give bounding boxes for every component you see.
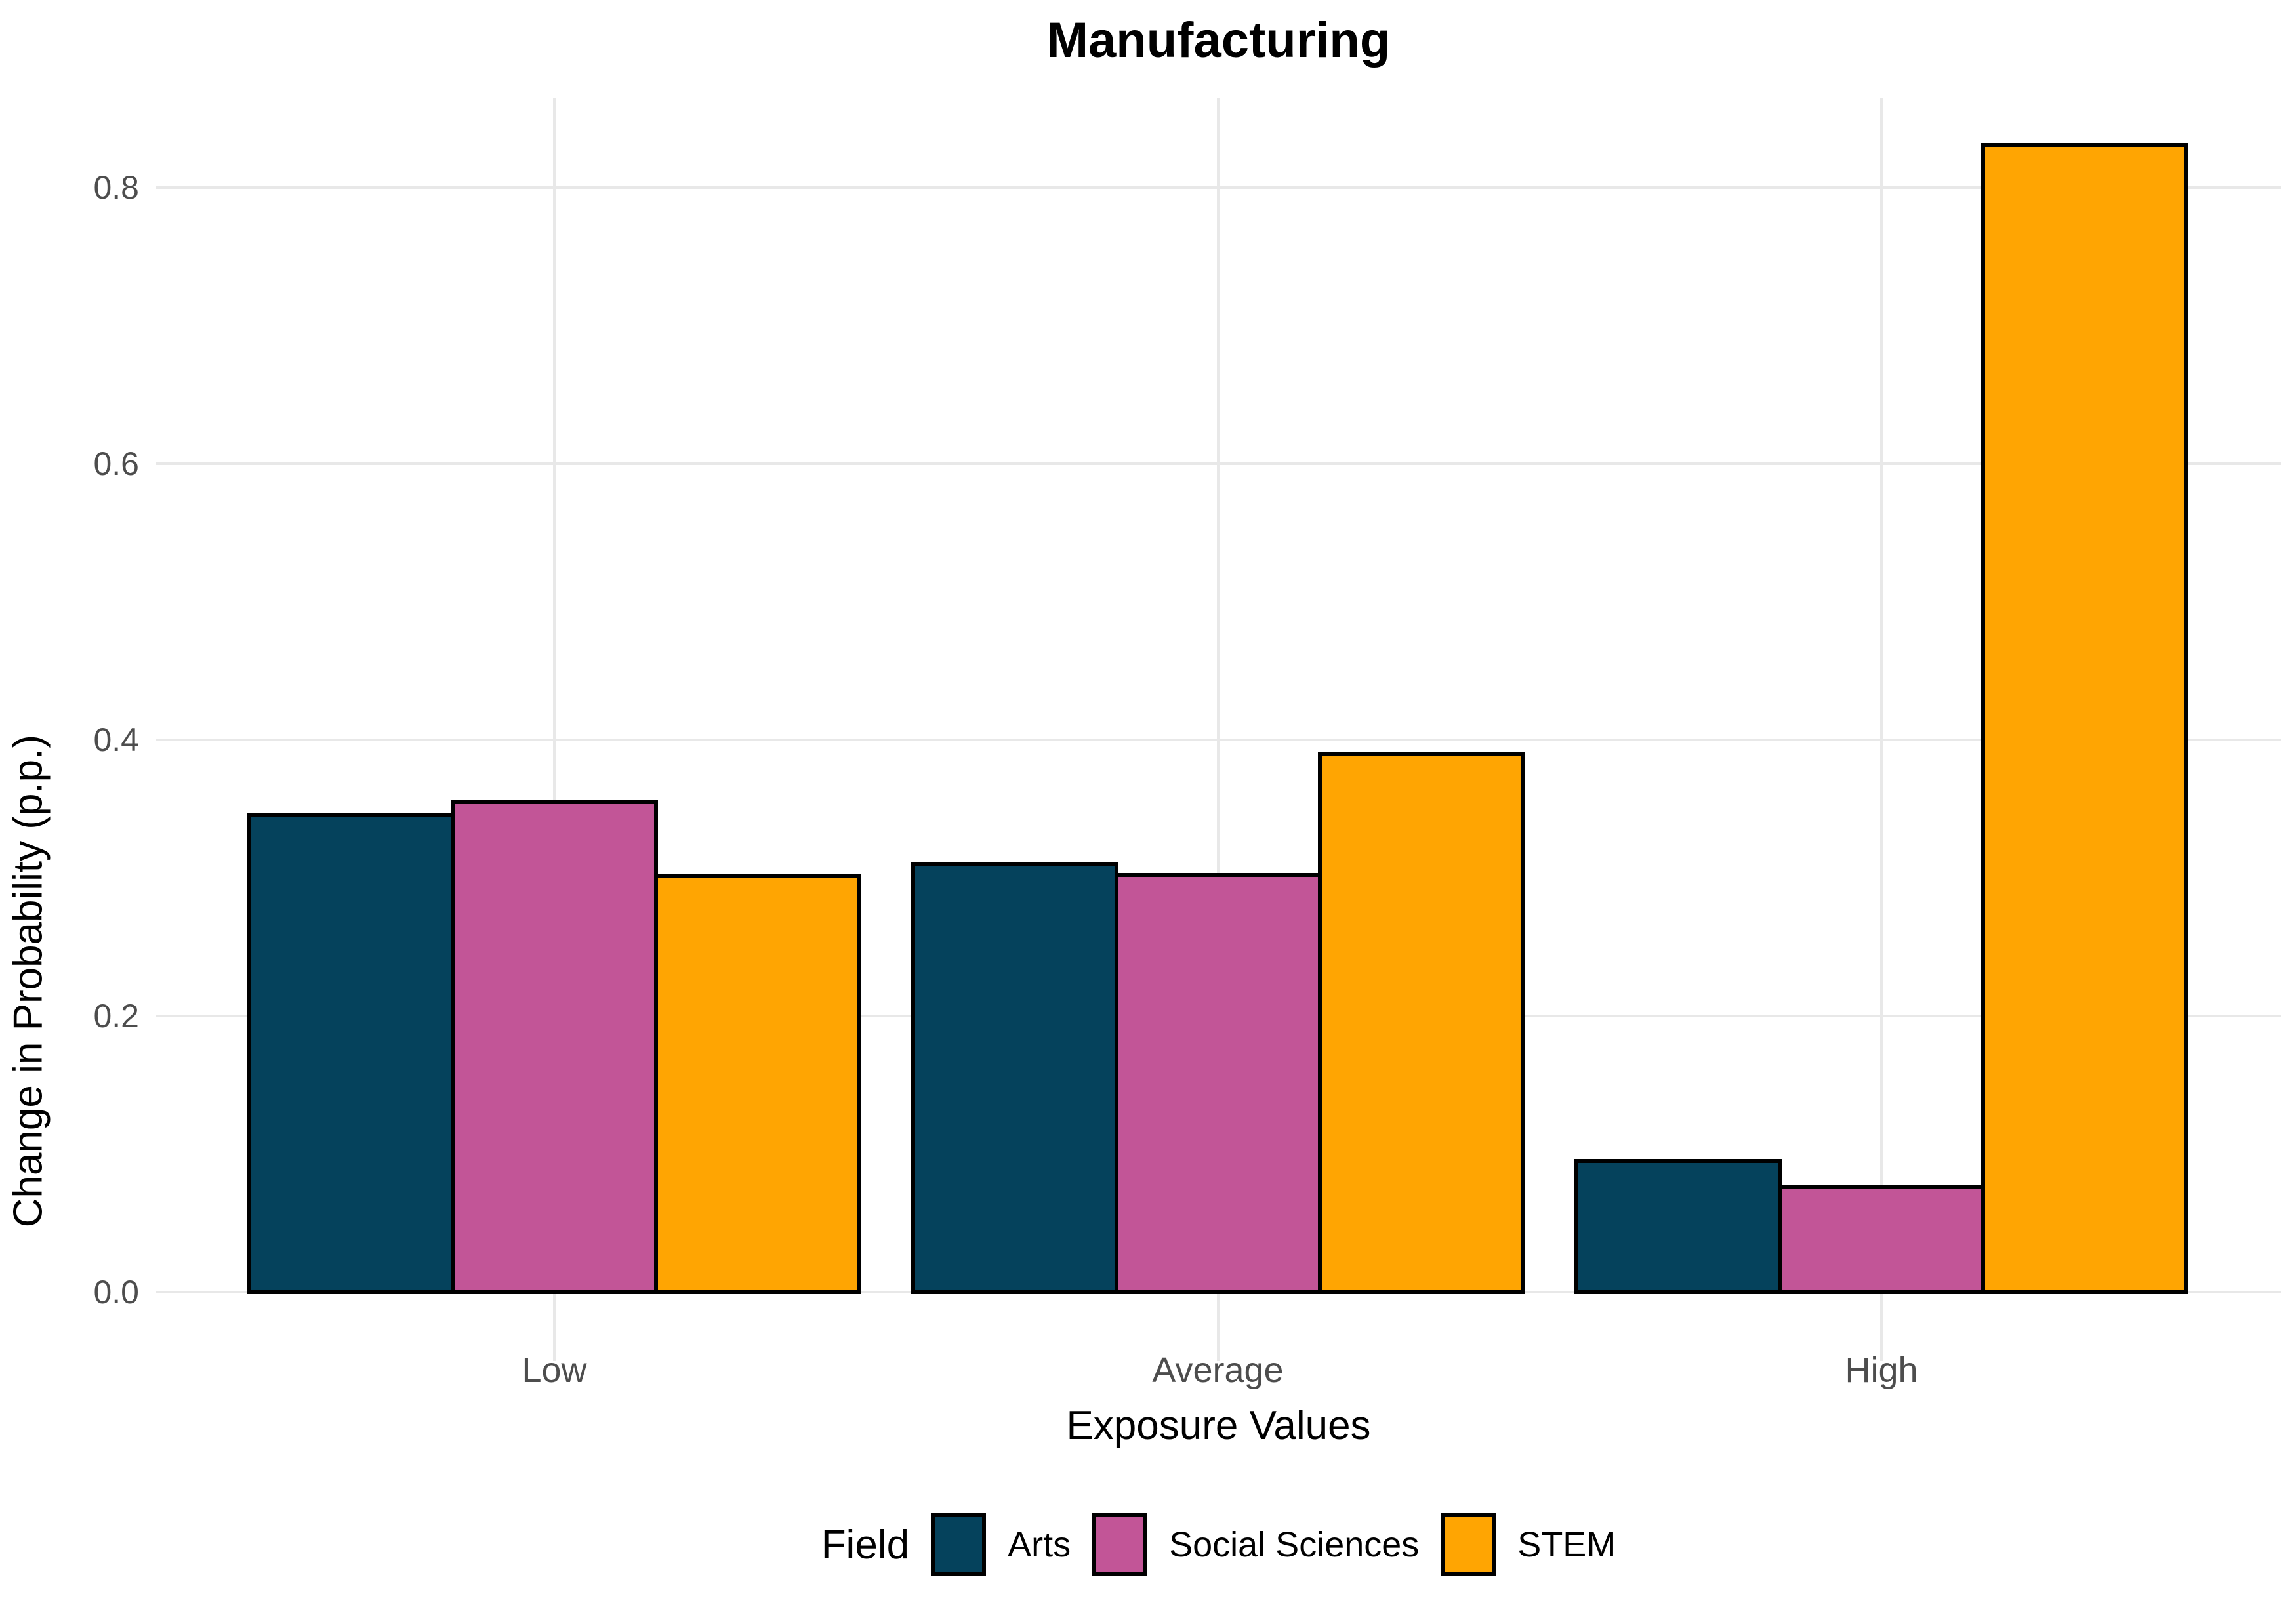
y-tick-label: 0.6 (93, 445, 139, 482)
bar-low-stem (654, 874, 861, 1294)
legend-swatch (931, 1513, 987, 1576)
bar-average-social-sciences (1114, 873, 1322, 1294)
y-tick-label: 0.8 (93, 169, 139, 206)
vertical-gridline (1216, 98, 1220, 1361)
legend-item-label: STEM (1517, 1525, 1616, 1564)
chart-title: Manufacturing (1046, 12, 1391, 68)
y-tick-label: 0.2 (93, 998, 139, 1034)
y-tick-label: 0.0 (93, 1274, 139, 1311)
vertical-gridline (1880, 98, 1883, 1361)
legend-swatch (1441, 1513, 1496, 1576)
bar-high-social-sciences (1778, 1185, 1985, 1294)
x-axis-title: Exposure Values (1066, 1403, 1371, 1448)
vertical-gridline (553, 98, 556, 1361)
legend-item-label: Social Sciences (1169, 1525, 1420, 1564)
x-tick-label-low: Low (522, 1351, 587, 1390)
legend-items: Arts Social Sciences STEM (931, 1513, 1616, 1576)
legend-item-stem: STEM (1441, 1513, 1616, 1576)
bar-low-social-sciences (451, 800, 658, 1294)
bar-low-arts (247, 812, 455, 1294)
bar-high-arts (1574, 1159, 1782, 1294)
y-axis-title-text: Change in Probability (p.p.) (5, 734, 51, 1228)
legend-item-arts: Arts (931, 1513, 1071, 1576)
legend-swatch (1092, 1513, 1148, 1576)
legend-item-social-sciences: Social Sciences (1092, 1513, 1419, 1576)
x-tick-label-average: Average (1152, 1351, 1284, 1390)
plot-panel (156, 98, 2281, 1361)
legend-title: Field (821, 1522, 910, 1568)
bar-average-stem (1317, 752, 1525, 1294)
legend: Field Arts Social Sciences STEM (156, 1509, 2281, 1581)
legend-item-label: Arts (1008, 1525, 1071, 1564)
bar-average-arts (911, 862, 1118, 1294)
x-tick-label-high: High (1845, 1351, 1918, 1390)
bar-high-stem (1981, 142, 2188, 1294)
y-tick-label: 0.4 (93, 722, 139, 758)
